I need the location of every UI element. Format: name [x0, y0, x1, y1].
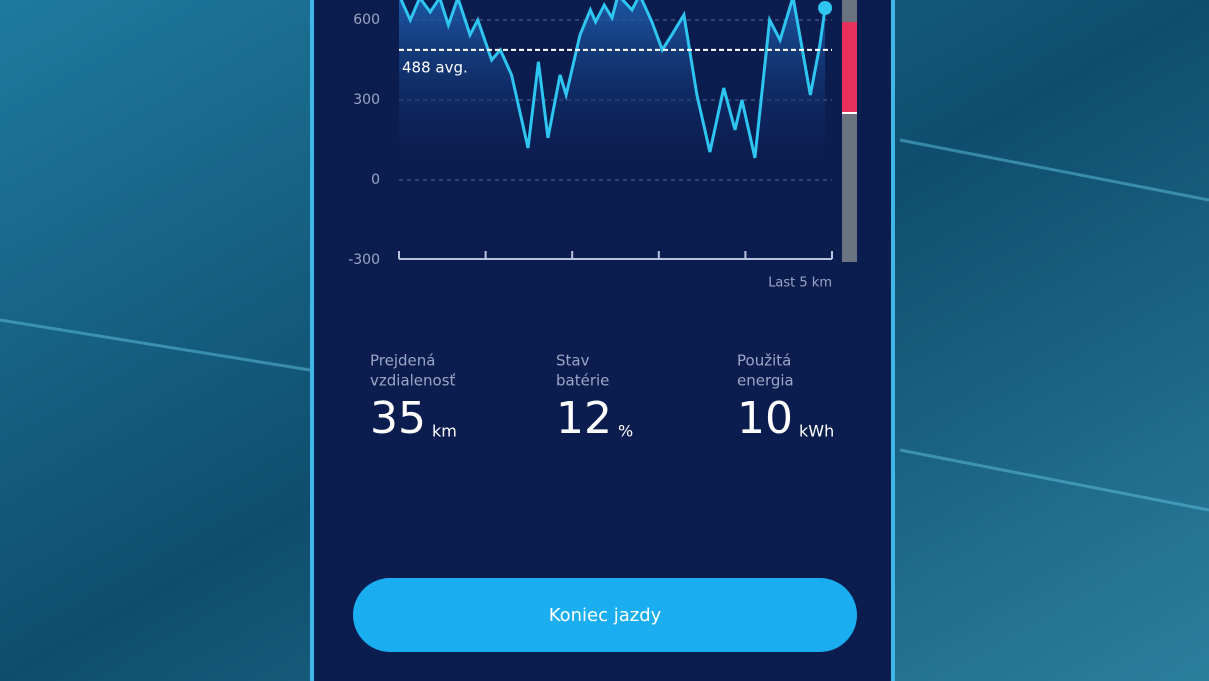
line: [399, 0, 827, 159]
end-dot: [818, 1, 833, 15]
end-button[interactable]: [353, 578, 857, 652]
phone-panel: [310, 0, 895, 681]
area: [399, 0, 826, 165]
decor: [0, 138, 1209, 512]
stat-label: energia: [737, 372, 794, 390]
stat-unit: kWh: [799, 422, 834, 441]
stat-value: 35: [370, 393, 426, 444]
y-tick-label: -300: [348, 252, 380, 268]
y-tick-label: 600: [353, 12, 380, 28]
stat-unit: km: [432, 422, 457, 441]
stats: Prejdená vzdialenosť 35 km Stav batérie 12 % Pou…: [370, 352, 834, 445]
y-tick-label: 0: [371, 172, 380, 188]
stat-label: Stav: [556, 352, 590, 370]
stat-label: vzdialenosť: [370, 372, 456, 390]
stat-label: Použitá: [737, 352, 791, 370]
chart: -300 0 300 600 Last 5 km 488 avg.: [348, 0, 857, 291]
x-axis-label: Last 5 km: [768, 276, 832, 291]
stat-label: batérie: [556, 372, 609, 390]
stat-label: Prejdená: [370, 352, 435, 370]
stat-value: 10: [737, 393, 793, 444]
range-bar: [842, 22, 857, 113]
button-label[interactable]: Koniec jazdy: [549, 605, 662, 626]
average-label: 488 avg.: [402, 58, 468, 76]
stat-value: 12: [556, 393, 612, 444]
y-tick-label: 300: [353, 92, 380, 108]
stat-unit: %: [618, 422, 633, 441]
